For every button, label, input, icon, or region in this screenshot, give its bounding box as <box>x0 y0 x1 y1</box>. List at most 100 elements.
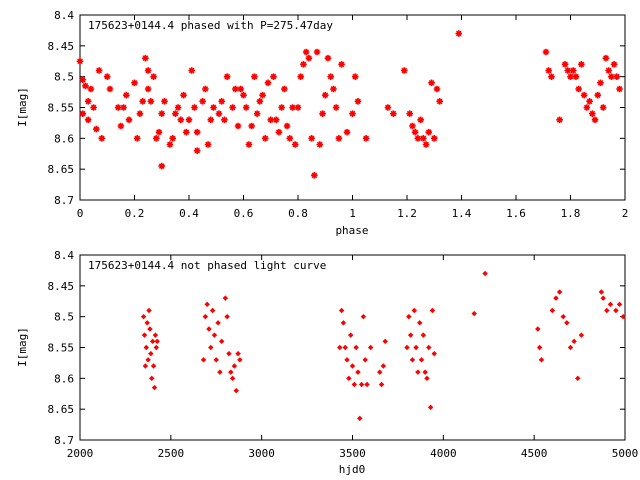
x-tick-label: 1.8 <box>561 207 581 220</box>
data-point <box>605 67 612 74</box>
data-point <box>222 295 229 301</box>
data-point <box>278 104 285 111</box>
data-point <box>237 357 243 363</box>
data-point <box>316 141 324 148</box>
data-point <box>142 54 149 62</box>
data-point <box>378 381 385 388</box>
data-point <box>79 76 87 84</box>
data-point <box>400 67 408 74</box>
data-point <box>536 344 543 351</box>
data-point <box>217 369 223 375</box>
data-point <box>253 110 261 117</box>
data-point <box>139 98 146 105</box>
data-point <box>302 48 310 56</box>
data-point <box>146 307 152 314</box>
y-tick-label: 8.65 <box>48 163 75 176</box>
data-point <box>567 73 574 80</box>
x-tick-label: 5000 <box>612 447 639 460</box>
y-tick-label: 8.7 <box>54 434 74 447</box>
data-point <box>188 67 196 74</box>
data-point <box>87 85 95 93</box>
data-point <box>210 104 217 111</box>
data-point <box>145 357 151 363</box>
x-tick-label: 0.2 <box>125 207 145 220</box>
data-point <box>367 344 374 351</box>
data-point <box>166 141 174 148</box>
data-point <box>125 116 133 124</box>
data-point <box>346 375 352 382</box>
data-point <box>417 116 424 124</box>
data-point <box>270 73 277 80</box>
data-point <box>406 110 414 117</box>
data-points <box>76 30 623 179</box>
data-point <box>349 363 356 369</box>
y-tick-label: 8.5 <box>54 311 74 324</box>
data-point <box>248 122 255 130</box>
data-point <box>158 162 166 170</box>
data-point <box>427 404 434 411</box>
data-point <box>556 116 563 124</box>
data-point <box>600 295 606 301</box>
data-point <box>406 313 412 320</box>
data-point <box>114 104 122 111</box>
data-point <box>332 104 340 111</box>
y-axis-label: I[mag] <box>16 87 29 127</box>
data-point <box>169 135 176 142</box>
data-point <box>431 350 437 357</box>
data-points <box>140 270 626 422</box>
data-point <box>384 104 392 111</box>
data-point <box>218 98 225 105</box>
data-point <box>349 110 356 117</box>
y-tick-label: 8.7 <box>54 194 74 207</box>
data-point <box>202 313 209 320</box>
data-point <box>327 73 334 80</box>
data-point <box>426 344 432 351</box>
data-point <box>233 387 239 394</box>
data-point <box>262 135 269 142</box>
data-point <box>416 320 423 326</box>
x-axis-label: hjd0 <box>339 463 366 476</box>
data-point <box>215 110 223 117</box>
data-point <box>354 98 362 105</box>
data-point <box>599 104 607 111</box>
data-point <box>433 85 441 93</box>
data-point <box>424 375 430 382</box>
data-point <box>213 357 219 363</box>
data-point <box>144 85 152 93</box>
data-point <box>191 104 198 111</box>
data-point <box>297 73 305 80</box>
data-point <box>305 54 313 62</box>
data-point <box>610 61 618 68</box>
phased-light-curve-panel: 0 0.2 0.4 0.6 0.8 1 1.2 1.4 1.6 1.8 2 8.48.458.58.… <box>16 9 628 237</box>
unphased-light-curve-panel: 2000 2500 3000 3500 4000 4500 5000 8.48.458.58… <box>16 249 638 476</box>
data-point <box>575 375 581 382</box>
data-point <box>564 67 572 74</box>
x-ticks: 0 0.2 0.4 0.6 0.8 1 1.2 1.4 1.6 1.8 2 <box>77 15 628 220</box>
data-point <box>237 85 245 93</box>
data-point <box>564 320 570 326</box>
data-point <box>267 116 275 124</box>
x-tick-label: 1.6 <box>506 207 526 220</box>
y-tick-label: 8.6 <box>54 132 74 145</box>
data-point <box>620 313 626 320</box>
data-point <box>82 82 89 90</box>
data-point <box>380 363 387 369</box>
data-point <box>215 320 221 326</box>
data-point <box>218 338 225 345</box>
data-point <box>161 98 168 105</box>
data-point <box>604 307 610 314</box>
data-point <box>586 98 593 105</box>
data-point <box>153 344 160 351</box>
data-point <box>330 85 337 93</box>
data-point <box>561 61 569 68</box>
data-point <box>377 369 383 375</box>
data-point <box>542 48 550 56</box>
data-point <box>338 307 345 314</box>
data-point <box>245 141 253 148</box>
data-point <box>616 301 623 308</box>
data-point <box>206 326 212 332</box>
y-tick-label: 8.45 <box>48 40 75 53</box>
data-point <box>430 135 438 142</box>
y-tick-label: 8.5 <box>54 71 74 84</box>
x-tick-label: 3500 <box>339 447 366 460</box>
